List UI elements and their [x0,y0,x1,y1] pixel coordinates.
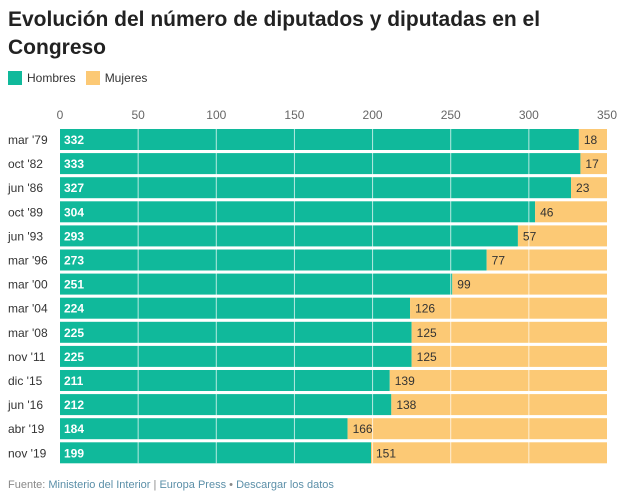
bar-mujeres [486,249,607,271]
bar-hombres [60,201,536,223]
footer: Fuente: Ministerio del Interior | Europa… [8,479,334,491]
bar-hombres [60,225,518,247]
value-label-mujeres: 18 [584,133,598,147]
legend-label: Mujeres [104,71,148,85]
value-label-mujeres: 17 [585,157,599,171]
value-label-mujeres: 57 [523,229,537,243]
bar-hombres [60,370,390,391]
bar-hombres [60,297,411,319]
bar-mujeres [371,442,607,464]
legend-item-mujeres: Mujeres [85,71,148,85]
bar-mujeres [389,370,607,391]
value-label-mujeres: 46 [540,205,554,219]
value-label-mujeres: 138 [396,398,416,412]
category-label: jun '93 [7,229,43,243]
category-label: oct '82 [8,157,43,171]
bar-hombres [60,418,348,440]
legend-swatch [85,71,100,85]
value-label-mujeres: 99 [457,278,471,292]
category-label: mar '04 [8,302,48,316]
bar-hombres [60,321,412,343]
bar-mujeres [410,297,607,319]
category-label: oct '89 [8,205,43,219]
bar-mujeres [391,394,607,416]
separator: • [226,479,237,491]
bar-mujeres [411,321,607,343]
bar-hombres [60,129,579,150]
x-tick-label: 50 [131,108,145,122]
value-label-mujeres: 125 [417,326,437,340]
category-label: nov '11 [8,350,46,364]
legend-item-hombres: Hombres [8,71,76,85]
value-label-hombres: 199 [64,446,84,460]
value-label-hombres: 211 [64,374,84,388]
category-label: mar '08 [8,326,48,340]
bar-hombres [60,394,392,416]
bar-mujeres [347,418,607,440]
source-link-europa-press[interactable]: Europa Press [159,479,227,491]
category-label: jun '16 [7,398,43,412]
legend: Hombres Mujeres [8,71,157,85]
download-data-link[interactable]: Descargar los datos [236,479,334,491]
value-label-mujeres: 126 [415,302,435,316]
category-label: mar '00 [8,278,48,292]
footer-prefix: Fuente: [8,479,49,491]
value-label-hombres: 332 [64,133,84,147]
bar-mujeres [517,225,607,247]
category-label: mar '79 [8,133,48,147]
x-tick-label: 150 [284,108,304,122]
value-label-mujeres: 77 [492,254,506,268]
bar-mujeres [452,273,607,295]
x-tick-label: 350 [597,108,617,122]
bar-hombres [60,273,453,295]
bar-mujeres [578,129,607,150]
category-label: nov '19 [8,446,47,460]
legend-swatch [8,71,22,85]
value-label-mujeres: 139 [395,374,415,388]
value-label-hombres: 212 [64,398,84,412]
legend-label: Hombres [27,71,76,85]
value-label-hombres: 225 [64,350,84,364]
value-label-mujeres: 23 [576,181,590,195]
value-label-hombres: 293 [64,229,84,243]
category-label: jun '86 [7,181,43,195]
category-label: mar '96 [8,254,48,268]
value-label-hombres: 273 [64,254,84,268]
bar-mujeres [580,153,607,175]
value-label-hombres: 304 [64,205,84,219]
value-label-mujeres: 151 [376,446,396,460]
value-label-hombres: 184 [64,422,84,436]
bar-mujeres [535,201,607,223]
value-label-mujeres: 125 [417,350,437,364]
value-label-hombres: 224 [64,302,84,316]
value-label-mujeres: 166 [353,422,373,436]
category-label: abr '19 [8,422,45,436]
x-tick-label: 100 [206,108,226,122]
x-tick-label: 300 [519,108,539,122]
category-label: dic '15 [8,374,43,388]
bar-hombres [60,442,372,464]
value-label-hombres: 225 [64,326,84,340]
chart-title: Evolución del número de diputados y dipu… [8,8,541,59]
bar-hombres [60,249,487,271]
bar-hombres [60,177,572,199]
bar-hombres [60,345,412,367]
value-label-hombres: 333 [64,157,84,171]
bar-mujeres [571,177,607,199]
x-tick-label: 200 [363,108,383,122]
value-label-hombres: 251 [64,278,84,292]
x-tick-label: 0 [57,108,64,122]
separator: | [150,479,160,491]
value-label-hombres: 327 [64,181,84,195]
x-tick-label: 250 [441,108,461,122]
source-link-ministerio[interactable]: Ministerio del Interior [48,479,151,491]
bar-mujeres [411,345,607,367]
